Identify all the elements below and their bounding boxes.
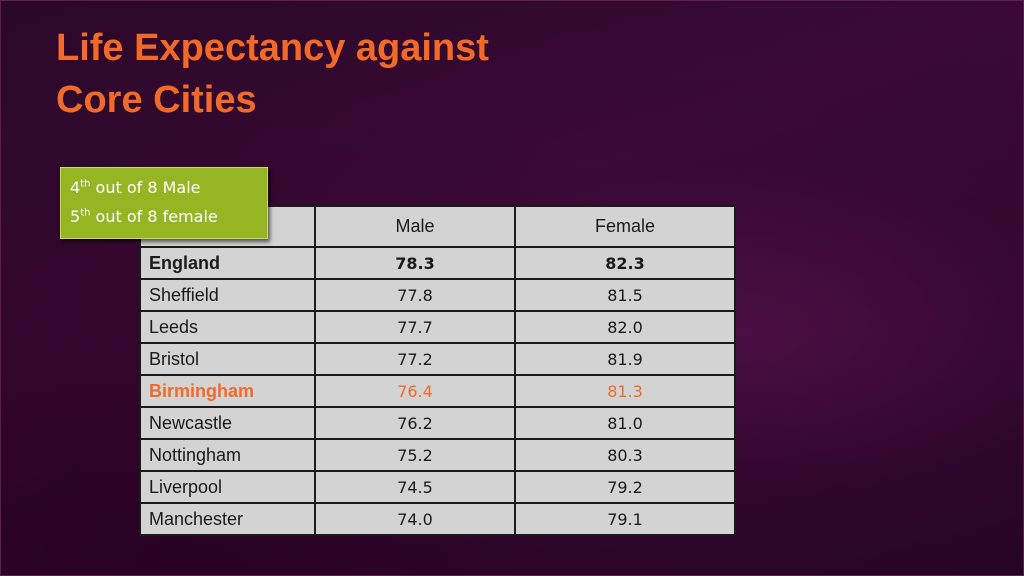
table-row: Bristol 77.2 81.9 — [139, 342, 736, 376]
rank-number: 4 — [70, 178, 81, 197]
city-cell: Birmingham — [139, 374, 316, 408]
female-cell: 79.1 — [514, 502, 736, 536]
table-row: Leeds 77.7 82.0 — [139, 310, 736, 344]
city-cell: Leeds — [139, 310, 316, 344]
table-row: England 78.3 82.3 — [139, 246, 736, 280]
female-cell: 80.3 — [514, 438, 736, 472]
ranking-callout: 4th out of 8 Male 5th out of 8 female — [60, 167, 268, 239]
city-cell: Bristol — [139, 342, 316, 376]
city-cell: Nottingham — [139, 438, 316, 472]
table-row: Sheffield 77.8 81.5 — [139, 278, 736, 312]
rank-suffix: th — [80, 178, 91, 190]
city-cell: Liverpool — [139, 470, 316, 504]
male-cell: 76.2 — [314, 406, 516, 440]
male-cell: 77.7 — [314, 310, 516, 344]
male-cell: 78.3 — [314, 246, 516, 280]
male-cell: 74.0 — [314, 502, 516, 536]
female-cell: 81.9 — [514, 342, 736, 376]
rank-number: 5 — [70, 207, 81, 226]
title-line-1: Life Expectancy against — [56, 27, 489, 69]
table-header-row: Male Female — [139, 205, 736, 248]
table-row: Nottingham 75.2 80.3 — [139, 438, 736, 472]
male-cell: 77.2 — [314, 342, 516, 376]
rank-text: out of 8 Male — [90, 178, 201, 197]
female-cell: 82.0 — [514, 310, 736, 344]
female-cell: 82.3 — [514, 246, 736, 280]
male-cell: 76.4 — [314, 374, 516, 408]
table-row-highlighted: Birmingham 76.4 81.3 — [139, 374, 736, 408]
female-cell: 81.5 — [514, 278, 736, 312]
slide-title: Life Expectancy against Core Cities — [56, 22, 489, 126]
male-cell: 74.5 — [314, 470, 516, 504]
header-male: Male — [314, 205, 516, 248]
title-line-2: Core Cities — [56, 79, 257, 121]
city-cell: Manchester — [139, 502, 316, 536]
table-row: Newcastle 76.2 81.0 — [139, 406, 736, 440]
female-cell: 81.3 — [514, 374, 736, 408]
female-cell: 81.0 — [514, 406, 736, 440]
rank-text: out of 8 female — [90, 207, 218, 226]
table-row: Manchester 74.0 79.1 — [139, 502, 736, 536]
city-cell: Newcastle — [139, 406, 316, 440]
female-cell: 79.2 — [514, 470, 736, 504]
callout-line-female: 5th out of 8 female — [70, 202, 267, 231]
male-cell: 75.2 — [314, 438, 516, 472]
rank-suffix: th — [80, 207, 91, 219]
city-cell: England — [139, 246, 316, 280]
male-cell: 77.8 — [314, 278, 516, 312]
callout-line-male: 4th out of 8 Male — [70, 173, 267, 202]
table-row: Liverpool 74.5 79.2 — [139, 470, 736, 504]
city-cell: Sheffield — [139, 278, 316, 312]
life-expectancy-table: Male Female England 78.3 82.3 Sheffield … — [139, 205, 736, 536]
header-female: Female — [514, 205, 736, 248]
